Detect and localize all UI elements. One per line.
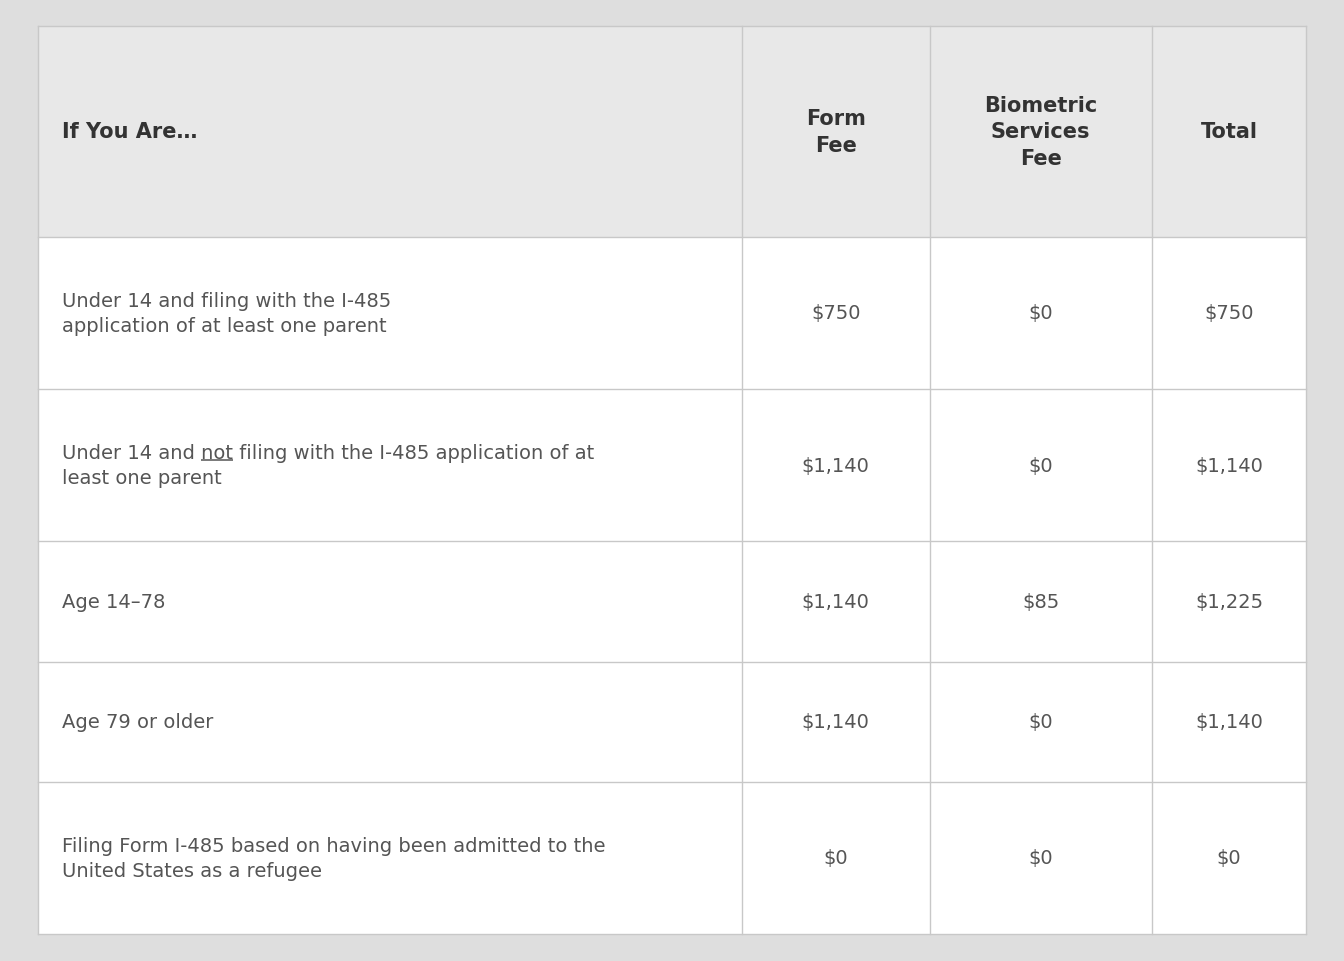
Text: Biometric
Services
Fee: Biometric Services Fee [984, 96, 1097, 168]
Bar [38, 237, 1306, 389]
Bar [38, 782, 1306, 934]
Text: Total: Total [1200, 122, 1258, 142]
Text: $1,140: $1,140 [802, 712, 870, 731]
Text: $750: $750 [810, 304, 860, 323]
Text: Age 14–78: Age 14–78 [62, 592, 165, 611]
Text: $0: $0 [824, 849, 848, 868]
Text: $1,140: $1,140 [802, 592, 870, 611]
Text: Form
Fee: Form Fee [806, 109, 866, 156]
Text: $0: $0 [1028, 849, 1052, 868]
Text: $0: $0 [1216, 849, 1242, 868]
Text: Under 14 and not filing with the I-485 application of at
least one parent: Under 14 and not filing with the I-485 a… [62, 444, 594, 487]
Text: $1,140: $1,140 [1195, 456, 1263, 475]
Text: Filing Form I-485 based on having been admitted to the
United States as a refuge: Filing Form I-485 based on having been a… [62, 836, 605, 880]
Bar [38, 27, 1306, 237]
Text: Age 79 or older: Age 79 or older [62, 712, 214, 731]
Text: $750: $750 [1204, 304, 1254, 323]
Bar [38, 389, 1306, 542]
Text: $0: $0 [1028, 304, 1052, 323]
Text: Under 14 and filing with the I-485
application of at least one parent: Under 14 and filing with the I-485 appli… [62, 291, 391, 335]
Text: If You Are…: If You Are… [62, 122, 198, 142]
Bar [38, 542, 1306, 662]
Text: $0: $0 [1028, 456, 1052, 475]
Text: $85: $85 [1021, 592, 1059, 611]
Text: $1,140: $1,140 [802, 456, 870, 475]
Text: $1,140: $1,140 [1195, 712, 1263, 731]
Bar [38, 662, 1306, 782]
Text: $1,225: $1,225 [1195, 592, 1263, 611]
Text: $0: $0 [1028, 712, 1052, 731]
